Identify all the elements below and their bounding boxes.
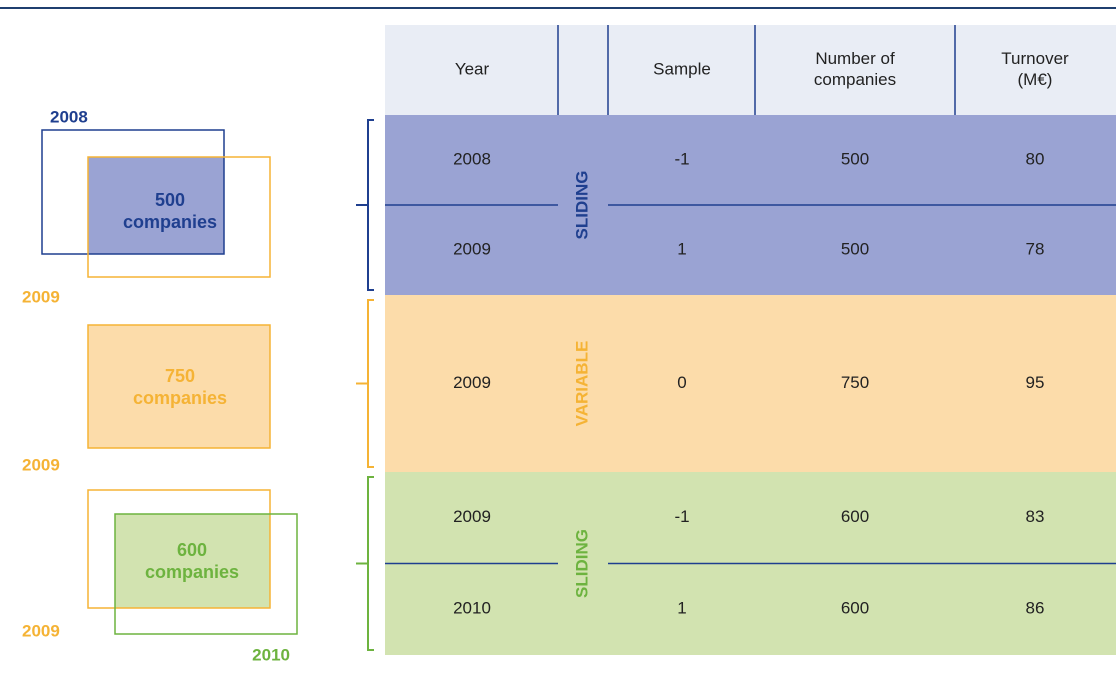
count-label: 600 — [177, 540, 207, 560]
group-bg — [385, 295, 1116, 472]
brace — [356, 299, 374, 468]
table-cell: 600 — [841, 507, 869, 526]
year-label: 2009 — [22, 455, 60, 474]
table-cell: 600 — [841, 599, 869, 618]
sample-box — [87, 489, 271, 609]
header-cell: Number of — [815, 49, 895, 68]
table-cell: 83 — [1026, 507, 1045, 526]
brace — [356, 119, 374, 291]
group-label: SLIDING — [572, 529, 591, 598]
brace — [356, 476, 374, 651]
year-label: 2009 — [22, 287, 60, 306]
table-cell: 0 — [677, 373, 686, 392]
overlap — [88, 157, 224, 254]
sample-box — [87, 156, 271, 278]
sample-box — [41, 129, 225, 255]
sample-box — [87, 324, 271, 449]
count-label: companies — [145, 562, 239, 582]
table-cell: 2009 — [453, 239, 491, 258]
header-cell: Turnover — [1001, 49, 1069, 68]
table-cell: -1 — [674, 149, 689, 168]
group-label: VARIABLE — [572, 341, 591, 427]
table-cell: 2008 — [453, 149, 491, 168]
year-label: 2008 — [50, 107, 88, 126]
table-cell: 78 — [1026, 239, 1045, 258]
table-cell: 500 — [841, 149, 869, 168]
table-cell: 2009 — [453, 507, 491, 526]
count-label: companies — [123, 212, 217, 232]
table-cell: -1 — [674, 507, 689, 526]
count-label: 750 — [165, 366, 195, 386]
table-cell: 1 — [677, 599, 686, 618]
header-cell: (M€) — [1018, 70, 1053, 89]
count-label: companies — [133, 388, 227, 408]
group-label: SLIDING — [572, 171, 591, 240]
overlap — [115, 514, 270, 608]
table-cell: 95 — [1026, 373, 1045, 392]
header-bg — [385, 25, 1116, 115]
year-label: 2009 — [22, 621, 60, 640]
count-label: 500 — [155, 190, 185, 210]
header-cell: Sample — [653, 59, 711, 78]
table-cell: 500 — [841, 239, 869, 258]
year-label: 2010 — [252, 645, 290, 664]
table-cell: 86 — [1026, 599, 1045, 618]
table-cell: 1 — [677, 239, 686, 258]
table-cell: 80 — [1026, 149, 1045, 168]
header-cell: Year — [455, 59, 490, 78]
table-cell: 2009 — [453, 373, 491, 392]
header-cell: companies — [814, 70, 896, 89]
table-cell: 2010 — [453, 599, 491, 618]
sample-box — [114, 513, 298, 635]
table-cell: 750 — [841, 373, 869, 392]
